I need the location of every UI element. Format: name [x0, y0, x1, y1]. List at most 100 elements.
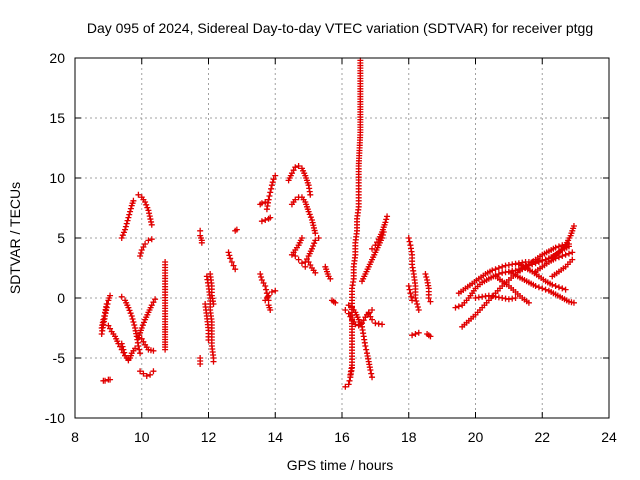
data-point	[405, 235, 412, 241]
data-point	[145, 237, 152, 244]
series-arc-e2	[197, 355, 204, 367]
y-tick-label: 5	[57, 230, 65, 246]
data-point	[363, 346, 370, 353]
data-point	[315, 235, 322, 241]
series-arc-j4	[422, 271, 434, 305]
data-point	[148, 236, 155, 243]
data-point	[136, 346, 143, 353]
series-arc-j3	[409, 329, 422, 339]
series-arc-a3	[100, 376, 114, 384]
data-point	[368, 370, 375, 377]
data-point	[270, 176, 277, 183]
series-arc-b1	[118, 293, 144, 357]
data-point	[312, 269, 319, 276]
data-point	[307, 191, 314, 198]
data-point	[352, 321, 359, 328]
data-point	[269, 179, 276, 186]
series-arc-j2	[405, 283, 416, 304]
x-tick-label: 12	[201, 429, 217, 445]
data-point	[555, 254, 562, 261]
data-point	[267, 307, 274, 313]
data-point	[349, 364, 356, 371]
data-point	[570, 223, 577, 229]
data-point	[525, 299, 532, 306]
data-point	[135, 191, 142, 198]
data-point	[150, 347, 157, 354]
data-point	[542, 286, 549, 293]
series-arc-f1	[225, 249, 239, 273]
data-point	[405, 283, 412, 289]
data-point	[409, 297, 416, 304]
data-point	[539, 285, 546, 292]
data-point	[143, 373, 150, 379]
data-point	[562, 286, 569, 293]
y-tick-label: 20	[49, 50, 65, 66]
data-point	[145, 207, 152, 214]
x-tick-label: 22	[534, 429, 550, 445]
data-point	[292, 196, 299, 203]
data-point	[198, 239, 205, 246]
data-point	[103, 301, 110, 307]
data-point	[268, 185, 275, 192]
series-arc-k5	[472, 292, 519, 303]
series-arc-c4	[137, 368, 157, 379]
data-point	[492, 266, 499, 273]
y-tick-label: 0	[57, 290, 65, 306]
data-point	[263, 286, 270, 293]
series-arc-b2	[118, 340, 139, 364]
data-point	[499, 263, 506, 270]
data-point	[369, 307, 376, 313]
data-point	[138, 325, 145, 331]
data-point	[128, 313, 135, 319]
data-point	[295, 163, 302, 169]
plot-frame	[74, 57, 610, 419]
data-point	[107, 376, 114, 383]
data-point	[272, 172, 279, 179]
data-point	[232, 266, 239, 273]
series-arc-j1	[405, 235, 422, 313]
series-arc-e5	[207, 271, 217, 307]
series-arc-j5	[424, 331, 434, 340]
data-point	[124, 217, 131, 224]
y-axis-label: SDTVAR / TECUs	[7, 182, 23, 294]
x-tick-label: 18	[401, 429, 417, 445]
data-point	[532, 283, 539, 289]
data-point	[384, 213, 391, 220]
data-point	[143, 201, 150, 208]
data-point	[258, 200, 265, 207]
data-point	[233, 226, 240, 233]
x-tick-label: 20	[468, 429, 484, 445]
x-axis-label: GPS time / hours	[287, 457, 394, 473]
series-arc-h2	[288, 194, 319, 237]
data-point	[142, 199, 149, 205]
x-tick-label: 14	[267, 429, 283, 445]
data-point	[307, 214, 314, 221]
data-point	[495, 271, 502, 277]
data-point	[266, 193, 273, 199]
series-arc-a2	[98, 301, 110, 331]
data-point	[549, 281, 556, 288]
data-point	[414, 304, 421, 310]
data-point	[569, 249, 576, 256]
data-point	[312, 230, 319, 237]
data-point	[225, 249, 232, 256]
data-point	[555, 284, 562, 291]
data-point	[127, 310, 134, 317]
data-point	[127, 208, 134, 215]
data-point	[452, 304, 459, 311]
data-point	[230, 262, 237, 269]
series-arc-k7	[515, 261, 569, 293]
data-point	[227, 255, 234, 262]
data-point	[562, 251, 569, 258]
data-point	[552, 255, 559, 262]
data-point	[342, 307, 349, 313]
series-arc-c3	[135, 296, 159, 341]
data-point	[137, 350, 144, 357]
data-point	[268, 182, 275, 189]
data-point	[298, 235, 305, 241]
data-point	[119, 232, 126, 239]
data-point	[535, 284, 542, 291]
data-point	[262, 283, 269, 289]
data-point	[408, 293, 415, 300]
